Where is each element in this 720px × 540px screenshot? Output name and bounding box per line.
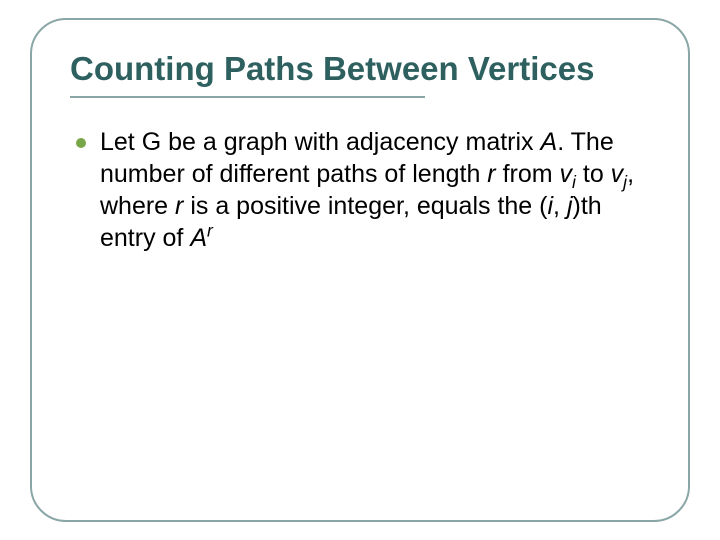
bullet-icon bbox=[76, 138, 86, 148]
text-seg: is a positive integer, equals the ( bbox=[183, 192, 547, 220]
text-seg: to bbox=[576, 160, 611, 188]
sup-r: r bbox=[207, 221, 213, 241]
text-seg: from bbox=[496, 160, 560, 188]
var-r: r bbox=[487, 160, 495, 188]
title-underline bbox=[70, 96, 425, 98]
body-text: Let G be a graph with adjacency matrix A… bbox=[100, 126, 650, 254]
var-vj: v bbox=[611, 160, 624, 188]
slide-frame: Counting Paths Between Vertices Let G be… bbox=[30, 18, 690, 522]
var-vi: v bbox=[560, 160, 573, 188]
var-A: A bbox=[190, 224, 207, 252]
var-A: A bbox=[541, 128, 558, 156]
text-seg: , bbox=[553, 192, 567, 220]
body-row: Let G be a graph with adjacency matrix A… bbox=[70, 126, 650, 254]
text-seg: Let G be a graph with adjacency matrix bbox=[100, 128, 541, 156]
slide-title: Counting Paths Between Vertices bbox=[70, 50, 650, 88]
